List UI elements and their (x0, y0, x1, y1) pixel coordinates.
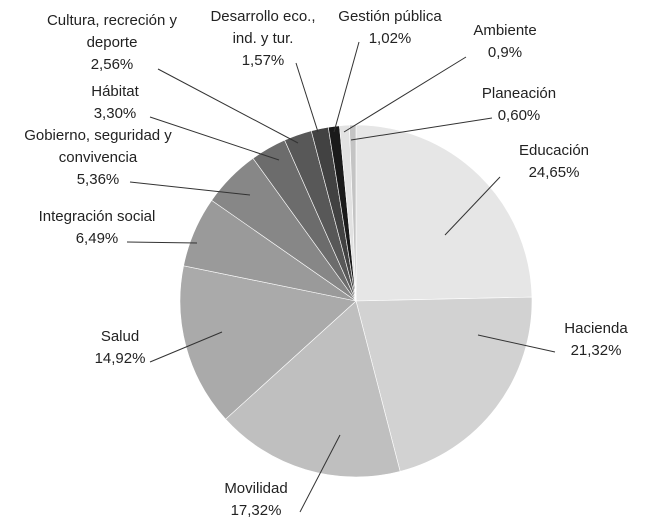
value-label: 2,56% (90, 56, 134, 73)
pie-slice (225, 300, 401, 478)
slice-label: Hábitat 3,30% (65, 81, 165, 125)
category-name: Hacienda (564, 320, 628, 337)
slice-label: Gobierno, seguridad y convivencia 5,36% (12, 125, 184, 191)
slice-label: Salud 14,92% (70, 326, 170, 370)
value-label: 0,9% (487, 44, 523, 61)
leader-line (477, 334, 556, 353)
category-name: Cultura, recreción y deporte (46, 12, 178, 51)
pie-slice (179, 265, 357, 420)
slice-label: Gestión pública 1,02% (325, 6, 455, 50)
slice-label: Educación 24,65% (494, 140, 614, 184)
value-label: 3,30% (93, 105, 137, 122)
value-label: 5,36% (76, 171, 120, 188)
pie-slice (355, 124, 533, 302)
value-label: 1,02% (368, 30, 412, 47)
category-name: Movilidad (224, 480, 288, 497)
slice-label: Planeación 0,60% (464, 83, 574, 127)
value-label: 21,32% (570, 342, 622, 359)
slice-label: Integración social 6,49% (12, 206, 182, 250)
leader-line (129, 181, 251, 196)
slice-label: Ambiente 0,9% (455, 20, 555, 64)
category-name: Gestión pública (338, 8, 442, 25)
value-label: 1,57% (241, 52, 285, 69)
slice-label: Hacienda 21,32% (536, 318, 650, 362)
slice-label: Cultura, recreción y deporte 2,56% (37, 10, 187, 76)
leader-line (149, 331, 223, 363)
category-name: Desarrollo eco., ind. y tur. (210, 8, 316, 47)
leader-line (444, 176, 501, 236)
value-label: 24,65% (528, 164, 580, 181)
category-name: Planeación (481, 85, 557, 102)
leader-line (350, 117, 493, 141)
leader-line (299, 434, 341, 513)
leader-line (343, 56, 467, 133)
category-name: Ambiente (473, 22, 537, 39)
value-label: 17,32% (230, 502, 282, 519)
category-name: Educación (518, 142, 590, 159)
value-label: 6,49% (75, 230, 119, 247)
leader-line (126, 241, 198, 244)
leader-line (295, 62, 319, 133)
pie-slice (355, 296, 533, 472)
leader-line (157, 68, 299, 144)
leader-line (333, 41, 360, 133)
category-name: Salud (100, 328, 140, 345)
category-name: Hábitat (91, 83, 139, 100)
slice-label: Desarrollo eco., ind. y tur. 1,57% (203, 6, 323, 72)
value-label: 14,92% (94, 350, 146, 367)
leader-line (149, 116, 280, 161)
category-name: Integración social (38, 208, 156, 225)
slice-label: Movilidad 17,32% (196, 478, 316, 522)
value-label: 0,60% (497, 107, 541, 124)
category-name: Gobierno, seguridad y convivencia (24, 127, 172, 166)
